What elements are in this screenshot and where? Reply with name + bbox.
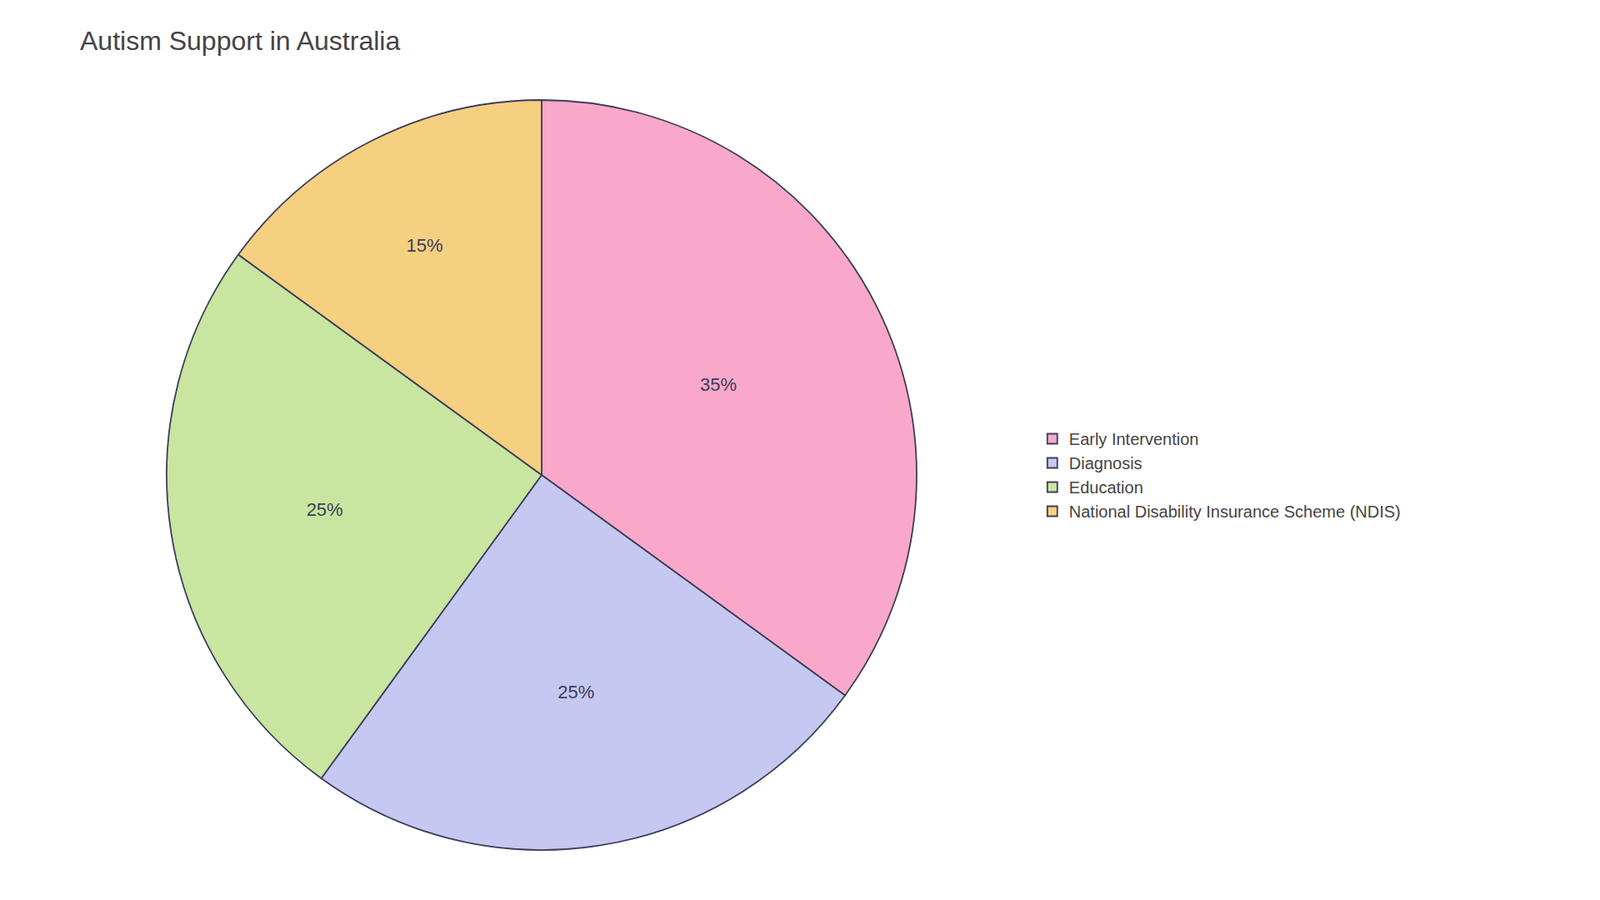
svg-text:25%: 25% [306,499,344,520]
svg-text:Early Intervention: Early Intervention [1069,430,1200,449]
svg-text:National Disability Insurance: National Disability Insurance Scheme (ND… [1069,502,1401,521]
svg-text:Autism Support in Australia: Autism Support in Australia [80,25,400,56]
svg-text:35%: 35% [700,374,737,395]
svg-text:Education: Education [1069,478,1144,497]
svg-text:15%: 15% [405,235,443,256]
svg-text:25%: 25% [557,681,595,703]
svg-text:Diagnosis: Diagnosis [1069,454,1143,473]
